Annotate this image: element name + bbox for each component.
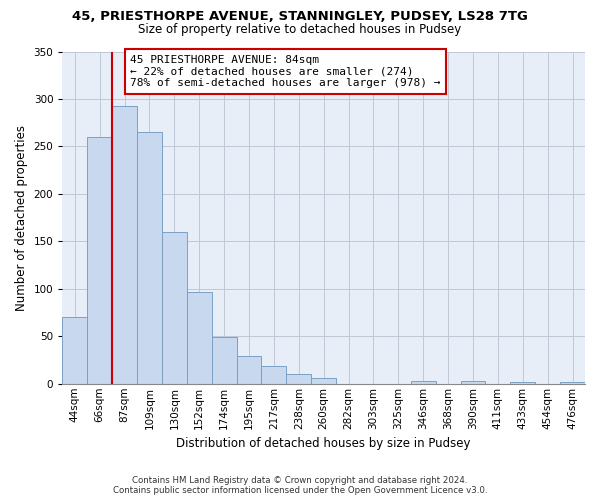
Bar: [87, 137, 112, 384]
Bar: [137, 132, 162, 384]
Text: Contains HM Land Registry data © Crown copyright and database right 2024.
Contai: Contains HM Land Registry data © Crown c…: [113, 476, 487, 495]
X-axis label: Distribution of detached houses by size in Pudsey: Distribution of detached houses by size …: [176, 437, 471, 450]
Bar: [236, 356, 262, 384]
Bar: [112, 106, 137, 384]
Text: Size of property relative to detached houses in Pudsey: Size of property relative to detached ho…: [139, 22, 461, 36]
Bar: [62, 318, 87, 384]
Bar: [162, 232, 187, 384]
Bar: [461, 381, 485, 384]
Bar: [511, 382, 535, 384]
Bar: [286, 374, 311, 384]
Bar: [560, 382, 585, 384]
Text: 45 PRIESTHORPE AVENUE: 84sqm
← 22% of detached houses are smaller (274)
78% of s: 45 PRIESTHORPE AVENUE: 84sqm ← 22% of de…: [130, 55, 441, 88]
Bar: [212, 337, 236, 384]
Bar: [311, 378, 336, 384]
Text: 45, PRIESTHORPE AVENUE, STANNINGLEY, PUDSEY, LS28 7TG: 45, PRIESTHORPE AVENUE, STANNINGLEY, PUD…: [72, 10, 528, 23]
Bar: [262, 366, 286, 384]
Bar: [187, 292, 212, 384]
Bar: [411, 381, 436, 384]
Y-axis label: Number of detached properties: Number of detached properties: [15, 124, 28, 310]
